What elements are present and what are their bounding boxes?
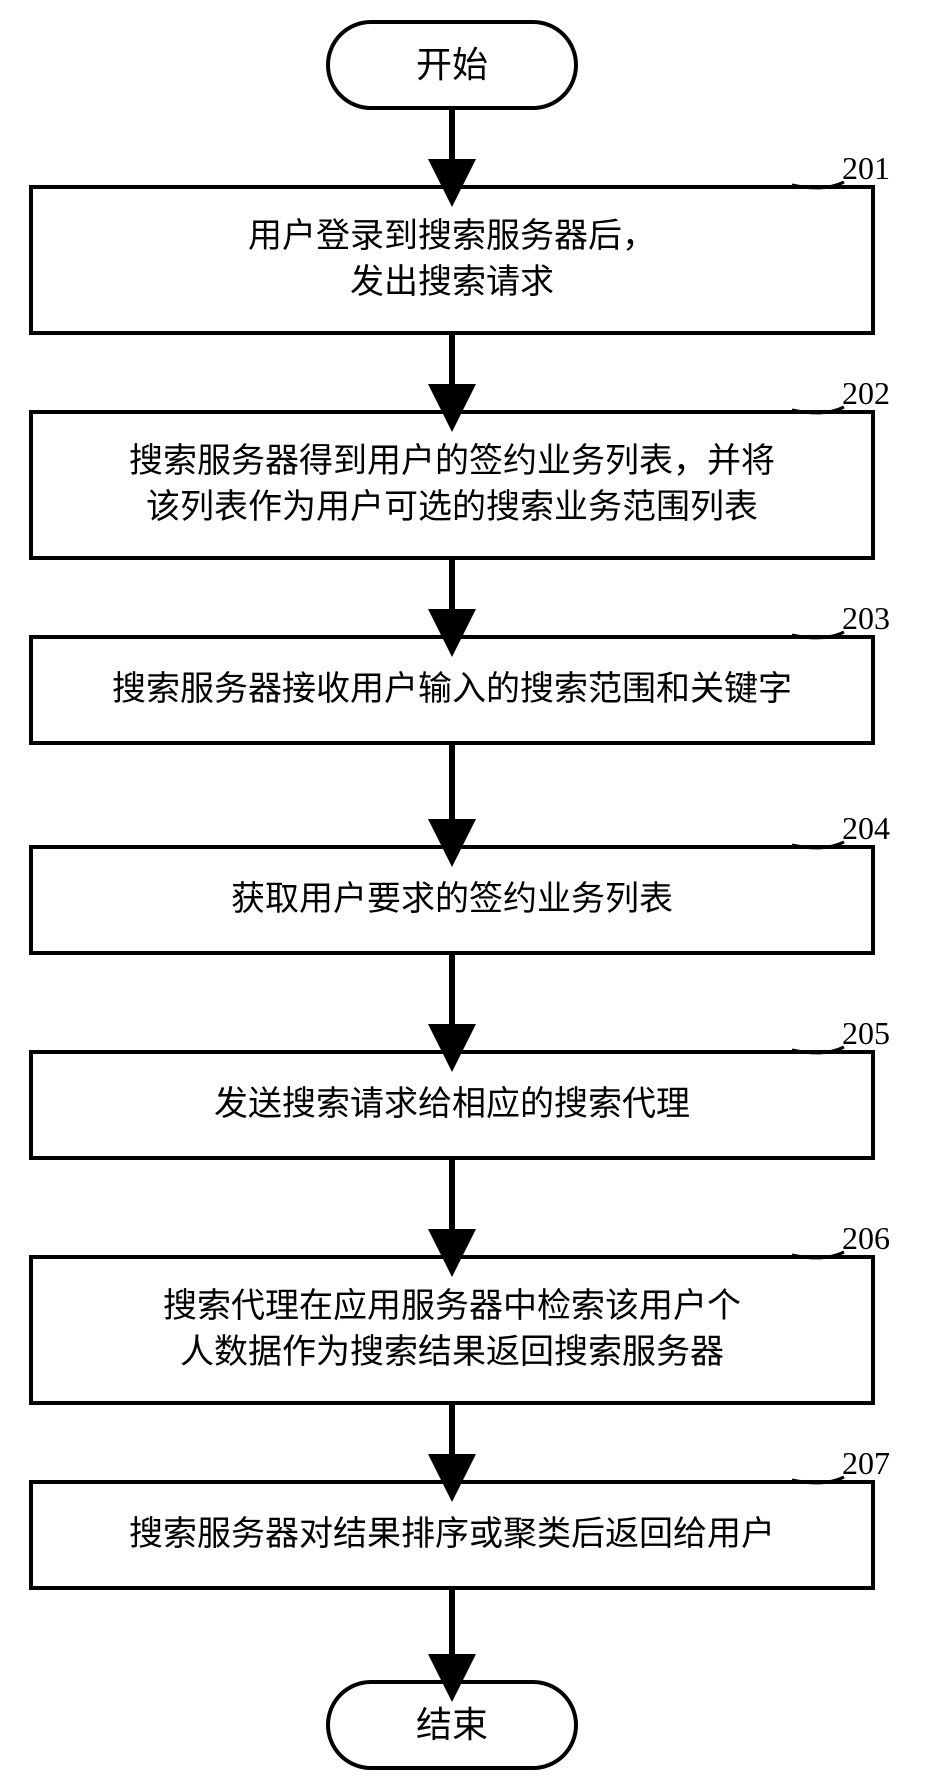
step-label-205: 205 <box>842 1015 890 1052</box>
process-201: 用户登录到搜索服务器后， 发出搜索请求 <box>29 185 875 335</box>
step-label-204: 204 <box>842 810 890 847</box>
process-206-text: 搜索代理在应用服务器中检索该用户个 人数据作为搜索结果返回搜索服务器 <box>163 1284 741 1376</box>
process-202: 搜索服务器得到用户的签约业务列表，并将 该列表作为用户可选的搜索业务范围列表 <box>29 410 875 560</box>
process-203-text: 搜索服务器接收用户输入的搜索范围和关键字 <box>112 667 792 713</box>
process-206: 搜索代理在应用服务器中检索该用户个 人数据作为搜索结果返回搜索服务器 <box>29 1255 875 1405</box>
process-201-text: 用户登录到搜索服务器后， 发出搜索请求 <box>248 214 656 306</box>
step-label-203: 203 <box>842 600 890 637</box>
process-204-text: 获取用户要求的签约业务列表 <box>231 877 673 923</box>
terminal-start: 开始 <box>326 20 578 110</box>
flowchart-canvas: 开始 用户登录到搜索服务器后， 发出搜索请求 搜索服务器得到用户的签约业务列表，… <box>0 0 944 1791</box>
process-205: 发送搜索请求给相应的搜索代理 <box>29 1050 875 1160</box>
process-203: 搜索服务器接收用户输入的搜索范围和关键字 <box>29 635 875 745</box>
step-label-202: 202 <box>842 375 890 412</box>
process-205-text: 发送搜索请求给相应的搜索代理 <box>214 1082 690 1128</box>
terminal-end-text: 结束 <box>416 1701 488 1750</box>
step-label-207: 207 <box>842 1445 890 1482</box>
step-label-201: 201 <box>842 150 890 187</box>
process-204: 获取用户要求的签约业务列表 <box>29 845 875 955</box>
step-label-206: 206 <box>842 1220 890 1257</box>
terminal-end: 结束 <box>326 1680 578 1770</box>
terminal-start-text: 开始 <box>416 41 488 90</box>
process-207: 搜索服务器对结果排序或聚类后返回给用户 <box>29 1480 875 1590</box>
process-202-text: 搜索服务器得到用户的签约业务列表，并将 该列表作为用户可选的搜索业务范围列表 <box>129 439 775 531</box>
process-207-text: 搜索服务器对结果排序或聚类后返回给用户 <box>129 1512 775 1558</box>
